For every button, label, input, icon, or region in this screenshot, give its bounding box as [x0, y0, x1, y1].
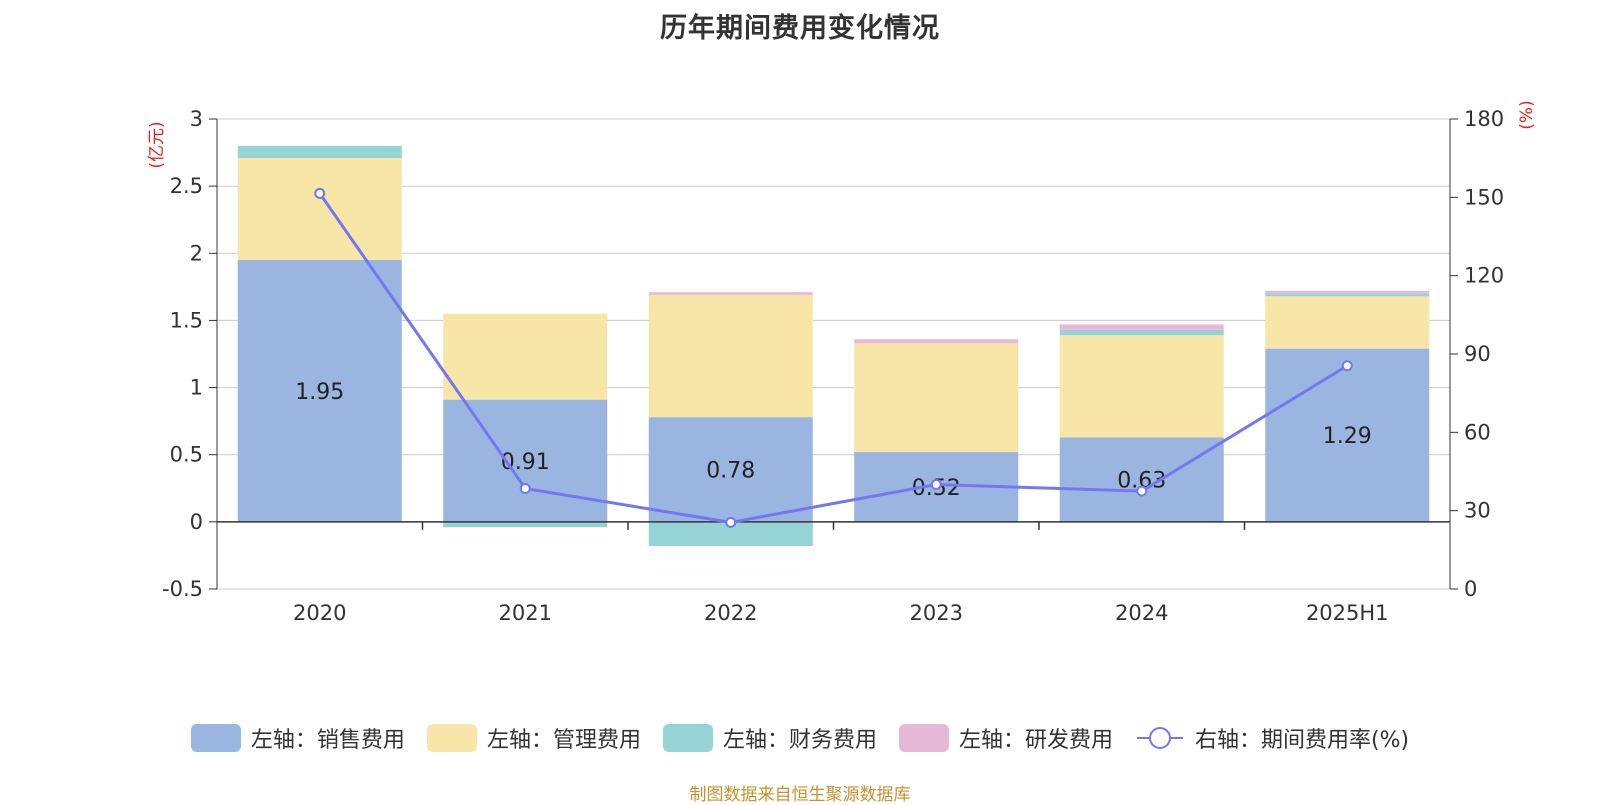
bar-sales: [648, 417, 813, 522]
right-axis-tick-label: 120: [1464, 264, 1504, 288]
chart-title: 历年期间费用变化情况: [660, 13, 940, 44]
legend-label-sales: 左轴：销售费用: [250, 728, 405, 753]
bar-finance: [1265, 293, 1430, 297]
legend-item-finance[interactable]: 左轴：财务费用: [662, 722, 877, 754]
rate-point: [519, 482, 531, 494]
right-axis-tick-label: 90: [1464, 342, 1491, 366]
bar-data-label: 1.95: [295, 380, 344, 405]
left-axis-tick-label: 0.5: [170, 443, 203, 467]
x-axis-tick-label: 2020: [293, 601, 346, 625]
chart-canvas: -0.500.511.522.530306090120150180(亿元)(%)…: [147, 100, 1537, 625]
right-axis-unit: (%): [1517, 100, 1537, 129]
bar-admin: [1265, 296, 1430, 349]
right-axis-tick-label: 30: [1464, 499, 1491, 523]
left-axis-tick-label: -0.5: [162, 577, 203, 601]
legend-label-rnd: 左轴：研发费用: [958, 728, 1113, 753]
chart-legend: 左轴：销售费用 左轴：管理费用 左轴：财务费用 左轴：研发费用 右轴：期间费用率…: [0, 718, 1600, 758]
bar-admin: [237, 157, 402, 260]
left-axis-tick-label: 2.5: [170, 174, 203, 198]
bar-sales: [1059, 437, 1224, 522]
bar-rnd: [1265, 290, 1430, 294]
bar-finance: [237, 145, 402, 158]
right-axis-tick-label: 150: [1464, 185, 1504, 209]
bar-admin: [1059, 335, 1224, 438]
rate-point: [930, 479, 942, 491]
x-axis-tick-label: 2025H1: [1306, 601, 1389, 625]
bar-sales: [443, 399, 608, 522]
bar-admin: [648, 294, 813, 418]
x-axis-tick-label: 2021: [499, 601, 552, 625]
rate-point: [314, 187, 326, 199]
bar-rnd: [648, 292, 813, 295]
x-axis-tick-label: 2024: [1115, 601, 1168, 625]
left-axis-tick-label: 2: [190, 241, 203, 265]
legend-item-sales[interactable]: 左轴：销售费用: [190, 722, 405, 754]
right-axis-tick-label: 0: [1464, 577, 1477, 601]
legend-item-admin[interactable]: 左轴：管理费用: [426, 722, 641, 754]
left-axis-tick-label: 1.5: [170, 308, 203, 332]
legend-label-rate: 右轴：期间费用率(%): [1194, 728, 1410, 753]
bar-finance: [443, 521, 608, 528]
rate-point: [1341, 360, 1353, 372]
x-axis-tick-label: 2023: [910, 601, 963, 625]
legend-item-rnd[interactable]: 左轴：研发费用: [898, 722, 1113, 754]
legend-swatch-sales: [190, 724, 241, 752]
bar-rnd: [1059, 324, 1224, 330]
rate-line: [318, 192, 1349, 524]
rate-point: [725, 516, 737, 528]
x-axis-tick-label: 2022: [704, 601, 757, 625]
left-axis-tick-label: 3: [190, 107, 203, 131]
legend-swatch-rnd: [898, 724, 949, 752]
legend-line-marker-icon: [1136, 727, 1183, 749]
left-axis-tick-label: 0: [190, 510, 203, 534]
right-axis-tick-label: 60: [1464, 420, 1491, 444]
bar-admin: [443, 313, 608, 400]
bar-admin: [854, 343, 1019, 453]
bar-data-label: 1.29: [1323, 424, 1372, 449]
bar-data-label: 0.78: [706, 458, 755, 483]
right-axis-tick-label: 180: [1464, 107, 1504, 131]
data-source-note: 制图数据来自恒生聚源数据库: [689, 785, 911, 805]
legend-swatch-finance: [662, 724, 713, 752]
bar-rnd: [854, 339, 1019, 344]
legend-swatch-admin: [426, 724, 477, 752]
left-axis-unit: (亿元): [147, 121, 167, 168]
bar-sales: [1265, 348, 1430, 522]
bar-sales: [237, 260, 402, 522]
rate-point: [1136, 485, 1148, 497]
legend-label-admin: 左轴：管理费用: [486, 728, 641, 753]
bar-data-label: 0.91: [501, 450, 550, 475]
legend-label-finance: 左轴：财务费用: [722, 728, 877, 753]
legend-item-rate[interactable]: 右轴：期间费用率(%): [1135, 722, 1409, 754]
bar-finance: [1059, 329, 1224, 336]
left-axis-tick-label: 1: [190, 376, 203, 400]
